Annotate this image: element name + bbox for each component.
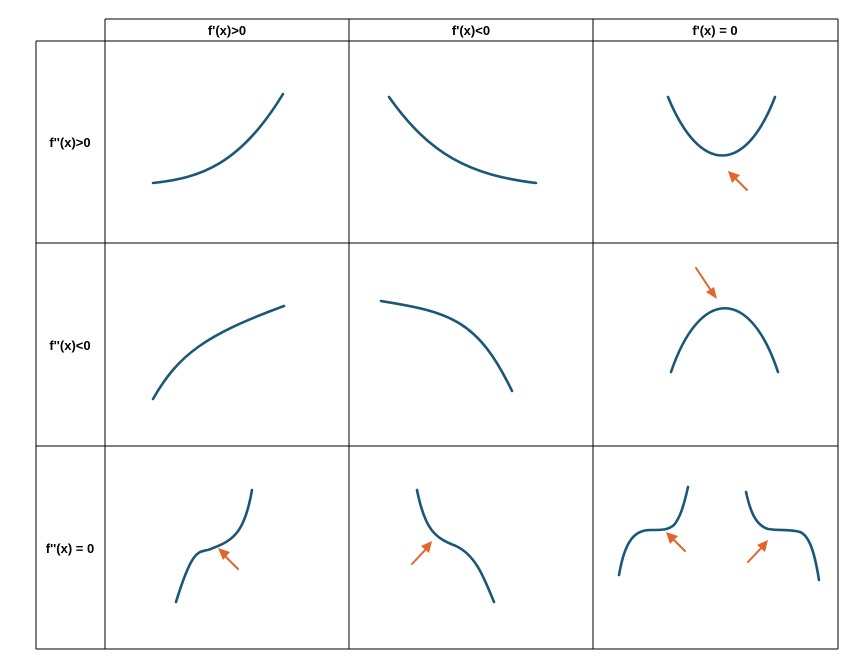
row-header-concave-up: f''(x)>0 — [49, 135, 90, 150]
arrow-to-inflection-increasing — [218, 548, 239, 570]
curve-decreasing-concave-up — [387, 95, 538, 185]
curve-stationary-inflection-falling — [744, 490, 821, 582]
curve-local-maximum — [669, 306, 780, 374]
curve-stationary-inflection-rising — [617, 485, 690, 577]
curve-increasing-concave-down — [151, 304, 286, 401]
column-header-negative-slope: f'(x)<0 — [452, 23, 490, 38]
arrow-to-flat-inflection-falling — [747, 540, 768, 563]
arrow-to-minimum — [728, 171, 748, 191]
row-header-concave-down: f''(x)<0 — [49, 338, 90, 353]
curve-local-minimum — [666, 95, 777, 157]
column-header-positive-slope: f'(x)>0 — [208, 23, 246, 38]
curve-decreasing-inflection — [415, 488, 496, 604]
arrow-to-maximum — [695, 267, 717, 299]
curve-increasing-concave-up — [151, 92, 285, 185]
curve-decreasing-concave-down — [379, 299, 514, 393]
curve-increasing-inflection — [174, 488, 254, 604]
row-header-inflection: f''(x) = 0 — [46, 541, 94, 556]
table-grid — [35, 18, 839, 650]
column-header-zero-slope: f'(x) = 0 — [692, 23, 737, 38]
arrow-to-inflection-decreasing — [411, 541, 432, 565]
arrow-to-flat-inflection-rising — [666, 532, 686, 552]
